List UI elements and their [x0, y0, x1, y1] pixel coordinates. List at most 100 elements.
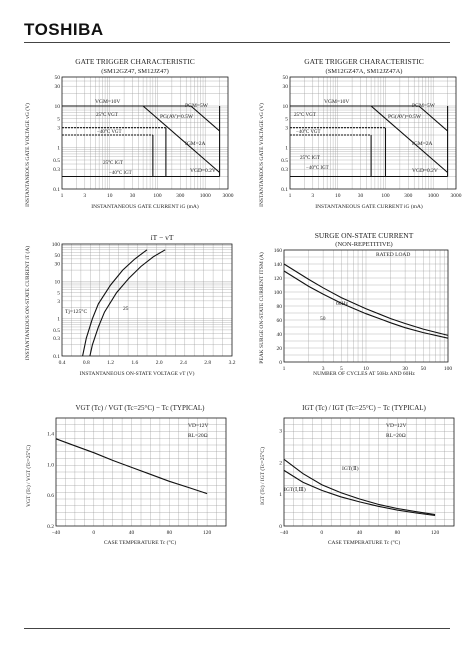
footer-divider	[24, 628, 450, 629]
x-tick-label: 3.2	[229, 360, 236, 366]
y-tick-label: 160	[274, 248, 283, 254]
y-axis-label: PEAK SURGE ON-STATE CURRENT ITSM (A)	[258, 252, 265, 364]
y-tick-label: 5	[57, 291, 60, 297]
y-tick-label: 3	[285, 126, 288, 132]
series-line	[89, 249, 166, 357]
annotation-40c-igt: −40°C IGT	[306, 166, 329, 171]
chart-it-vt: iT − vT 0.4 0.8 1.2 1.6 2.0 2.4 2.8 3.20.10.30.…	[24, 233, 236, 377]
x-tick-label: 1	[61, 193, 64, 199]
annotation-igm: IGM=2A	[412, 141, 433, 147]
y-axis-label: VGT (Tc) / VGT (Tc=25°C)	[25, 445, 32, 507]
x-tick-label: 1	[283, 366, 286, 372]
annotation-vd: VD=12V	[386, 423, 407, 429]
x-tick-label: 10	[335, 193, 341, 199]
y-axis-label: IGT (Tc) / IGT (Tc=25°C)	[259, 447, 266, 505]
x-tick-label: 40	[357, 530, 363, 536]
y-tick-label: 0	[279, 524, 282, 530]
series-line	[142, 105, 220, 173]
annotation-40c-vgt: −40°C VGT	[296, 130, 321, 135]
x-axis-label: INSTANTANEOUS ON-STATE VOLTAGE vT (V)	[80, 370, 195, 377]
y-tick-label: 80	[277, 304, 283, 310]
y-tick-label: 1	[57, 146, 60, 152]
annotation-25c-igt: 25°C IGT	[300, 156, 320, 161]
plot-frame	[283, 249, 449, 363]
chart-subtitle: (SM12GZ47A, SM12JZ47A)	[326, 68, 403, 75]
x-tick-label: 100	[444, 366, 453, 372]
annotation-pgav: PG(AV)=0.5W	[160, 113, 194, 120]
y-tick-label: 10	[55, 104, 61, 110]
y-tick-label: 3	[279, 429, 282, 435]
x-tick-label: 0.4	[59, 360, 66, 366]
chart-gate-trigger-1: GATE TRIGGER CHARACTERISTIC (SM12GZ47, S…	[24, 57, 234, 210]
chart-title: SURGE ON-STATE CURRENT	[315, 231, 414, 240]
plot-area: 0.4 0.8 1.2 1.6 2.0 2.4 2.8 3.2 0.1 0.3 0.5 1 3 5 10 30…	[52, 242, 236, 366]
plot-frame	[61, 76, 229, 190]
plot-area: 1 3 5 10 30 50 100 0 20 40 60 80 100 120 140 160	[274, 248, 453, 372]
x-axis-label: INSTANTANEOUS GATE CURRENT iG (mA)	[315, 203, 423, 210]
annotation-40c-igt: −40°C IGT	[109, 171, 132, 176]
y-tick-label: 1.4	[47, 431, 54, 437]
x-tick-label: 40	[129, 530, 135, 536]
chart-gate-trigger-2: GATE TRIGGER CHARACTERISTIC (SM12GZ47A, …	[258, 57, 462, 210]
chart-title: GATE TRIGGER CHARACTERISTIC	[304, 57, 423, 66]
series-line	[55, 438, 208, 495]
y-tick-label: 10	[283, 104, 289, 110]
chart-title: iT − vT	[151, 233, 174, 242]
x-tick-label: 2.0	[156, 360, 163, 366]
chart-vgt-tc: VGT (Tc) / VGT (Tc=25°C) − Tc (TYPICAL) …	[25, 404, 227, 546]
x-tick-label: 100	[153, 193, 162, 199]
x-axis-label: CASE TEMPERATURE Tc (°C)	[328, 539, 401, 546]
y-tick-label: 0.5	[53, 328, 60, 334]
y-tick-label: 0.1	[281, 187, 288, 193]
y-axis-label: INSTANTANEOUS ON-STATE CURRENT iT (A)	[24, 246, 31, 360]
y-tick-label: 100	[52, 242, 61, 248]
chart-title: VGT (Tc) / VGT (Tc=25°C) − Tc (TYPICAL)	[75, 404, 205, 412]
x-tick-label: 3	[322, 366, 325, 372]
annotation-pgm: PGM=5W	[185, 103, 209, 109]
chart-subtitle: (NON-REPETITIVE)	[335, 241, 392, 248]
series-line	[190, 105, 220, 132]
y-tick-label: 0.2	[47, 524, 54, 530]
annotation-igt-ii: IGT(Ⅱ)	[342, 465, 359, 472]
x-axis-label: CASE TEMPERATURE Tc (°C)	[104, 539, 177, 546]
chart-surge-current: SURGE ON-STATE CURRENT (NON-REPETITIVE) …	[258, 231, 453, 377]
series-line	[283, 458, 436, 516]
plot-frame	[289, 76, 457, 190]
y-axis-label: INSTANTANEOUS GATE VOLTAGE vG (V)	[24, 103, 31, 207]
y-tick-label: 120	[274, 276, 283, 282]
y-tick-label: 0.5	[281, 158, 288, 164]
x-tick-label: 5	[340, 366, 343, 372]
chart-title: GATE TRIGGER CHARACTERISTIC	[75, 57, 194, 66]
annotation-pgm: PGM=5W	[412, 103, 436, 109]
y-tick-label: 0.5	[53, 158, 60, 164]
y-tick-label: 50	[283, 75, 289, 81]
x-tick-label: 3	[83, 193, 86, 199]
x-tick-label: 10	[363, 366, 369, 372]
x-tick-label: 120	[431, 530, 440, 536]
y-tick-label: 2	[279, 460, 282, 466]
y-tick-label: 0.3	[53, 336, 60, 342]
chart-title: IGT (Tc) / IGT (Tc=25°C) − Tc (TYPICAL)	[302, 404, 426, 412]
annotation-igm: IGM=2A	[185, 141, 206, 147]
x-tick-label: 1000	[200, 193, 211, 199]
annotation-vgm: VGM=10V	[324, 99, 349, 105]
x-tick-label: 1.2	[107, 360, 114, 366]
y-tick-label: 0.6	[47, 493, 54, 499]
series-line	[283, 469, 436, 517]
y-tick-label: 30	[55, 262, 61, 268]
x-tick-label: 30	[402, 366, 408, 372]
x-tick-label: 0	[92, 530, 95, 536]
chart-igt-tc: IGT (Tc) / IGT (Tc=25°C) − Tc (TYPICAL) …	[259, 404, 455, 546]
plot-area: 1 3 10 30 100 300 1000 3000 0.1 0.3 0.5 1 3 5 10 30 50	[281, 75, 462, 199]
y-tick-label: 0	[279, 360, 282, 366]
x-tick-label: 300	[176, 193, 185, 199]
annotation-25: 25	[123, 306, 129, 312]
plot-area: −40 0 40 80 120 0.2 0.6 1.0 1.4	[47, 417, 227, 536]
x-tick-label: 30	[358, 193, 364, 199]
x-tick-label: 2.8	[204, 360, 211, 366]
y-tick-label: 140	[274, 262, 283, 268]
y-tick-label: 100	[274, 290, 283, 296]
annotation-vd: VD=12V	[188, 423, 209, 429]
x-tick-label: 50	[421, 366, 427, 372]
y-tick-label: 1	[279, 492, 282, 498]
